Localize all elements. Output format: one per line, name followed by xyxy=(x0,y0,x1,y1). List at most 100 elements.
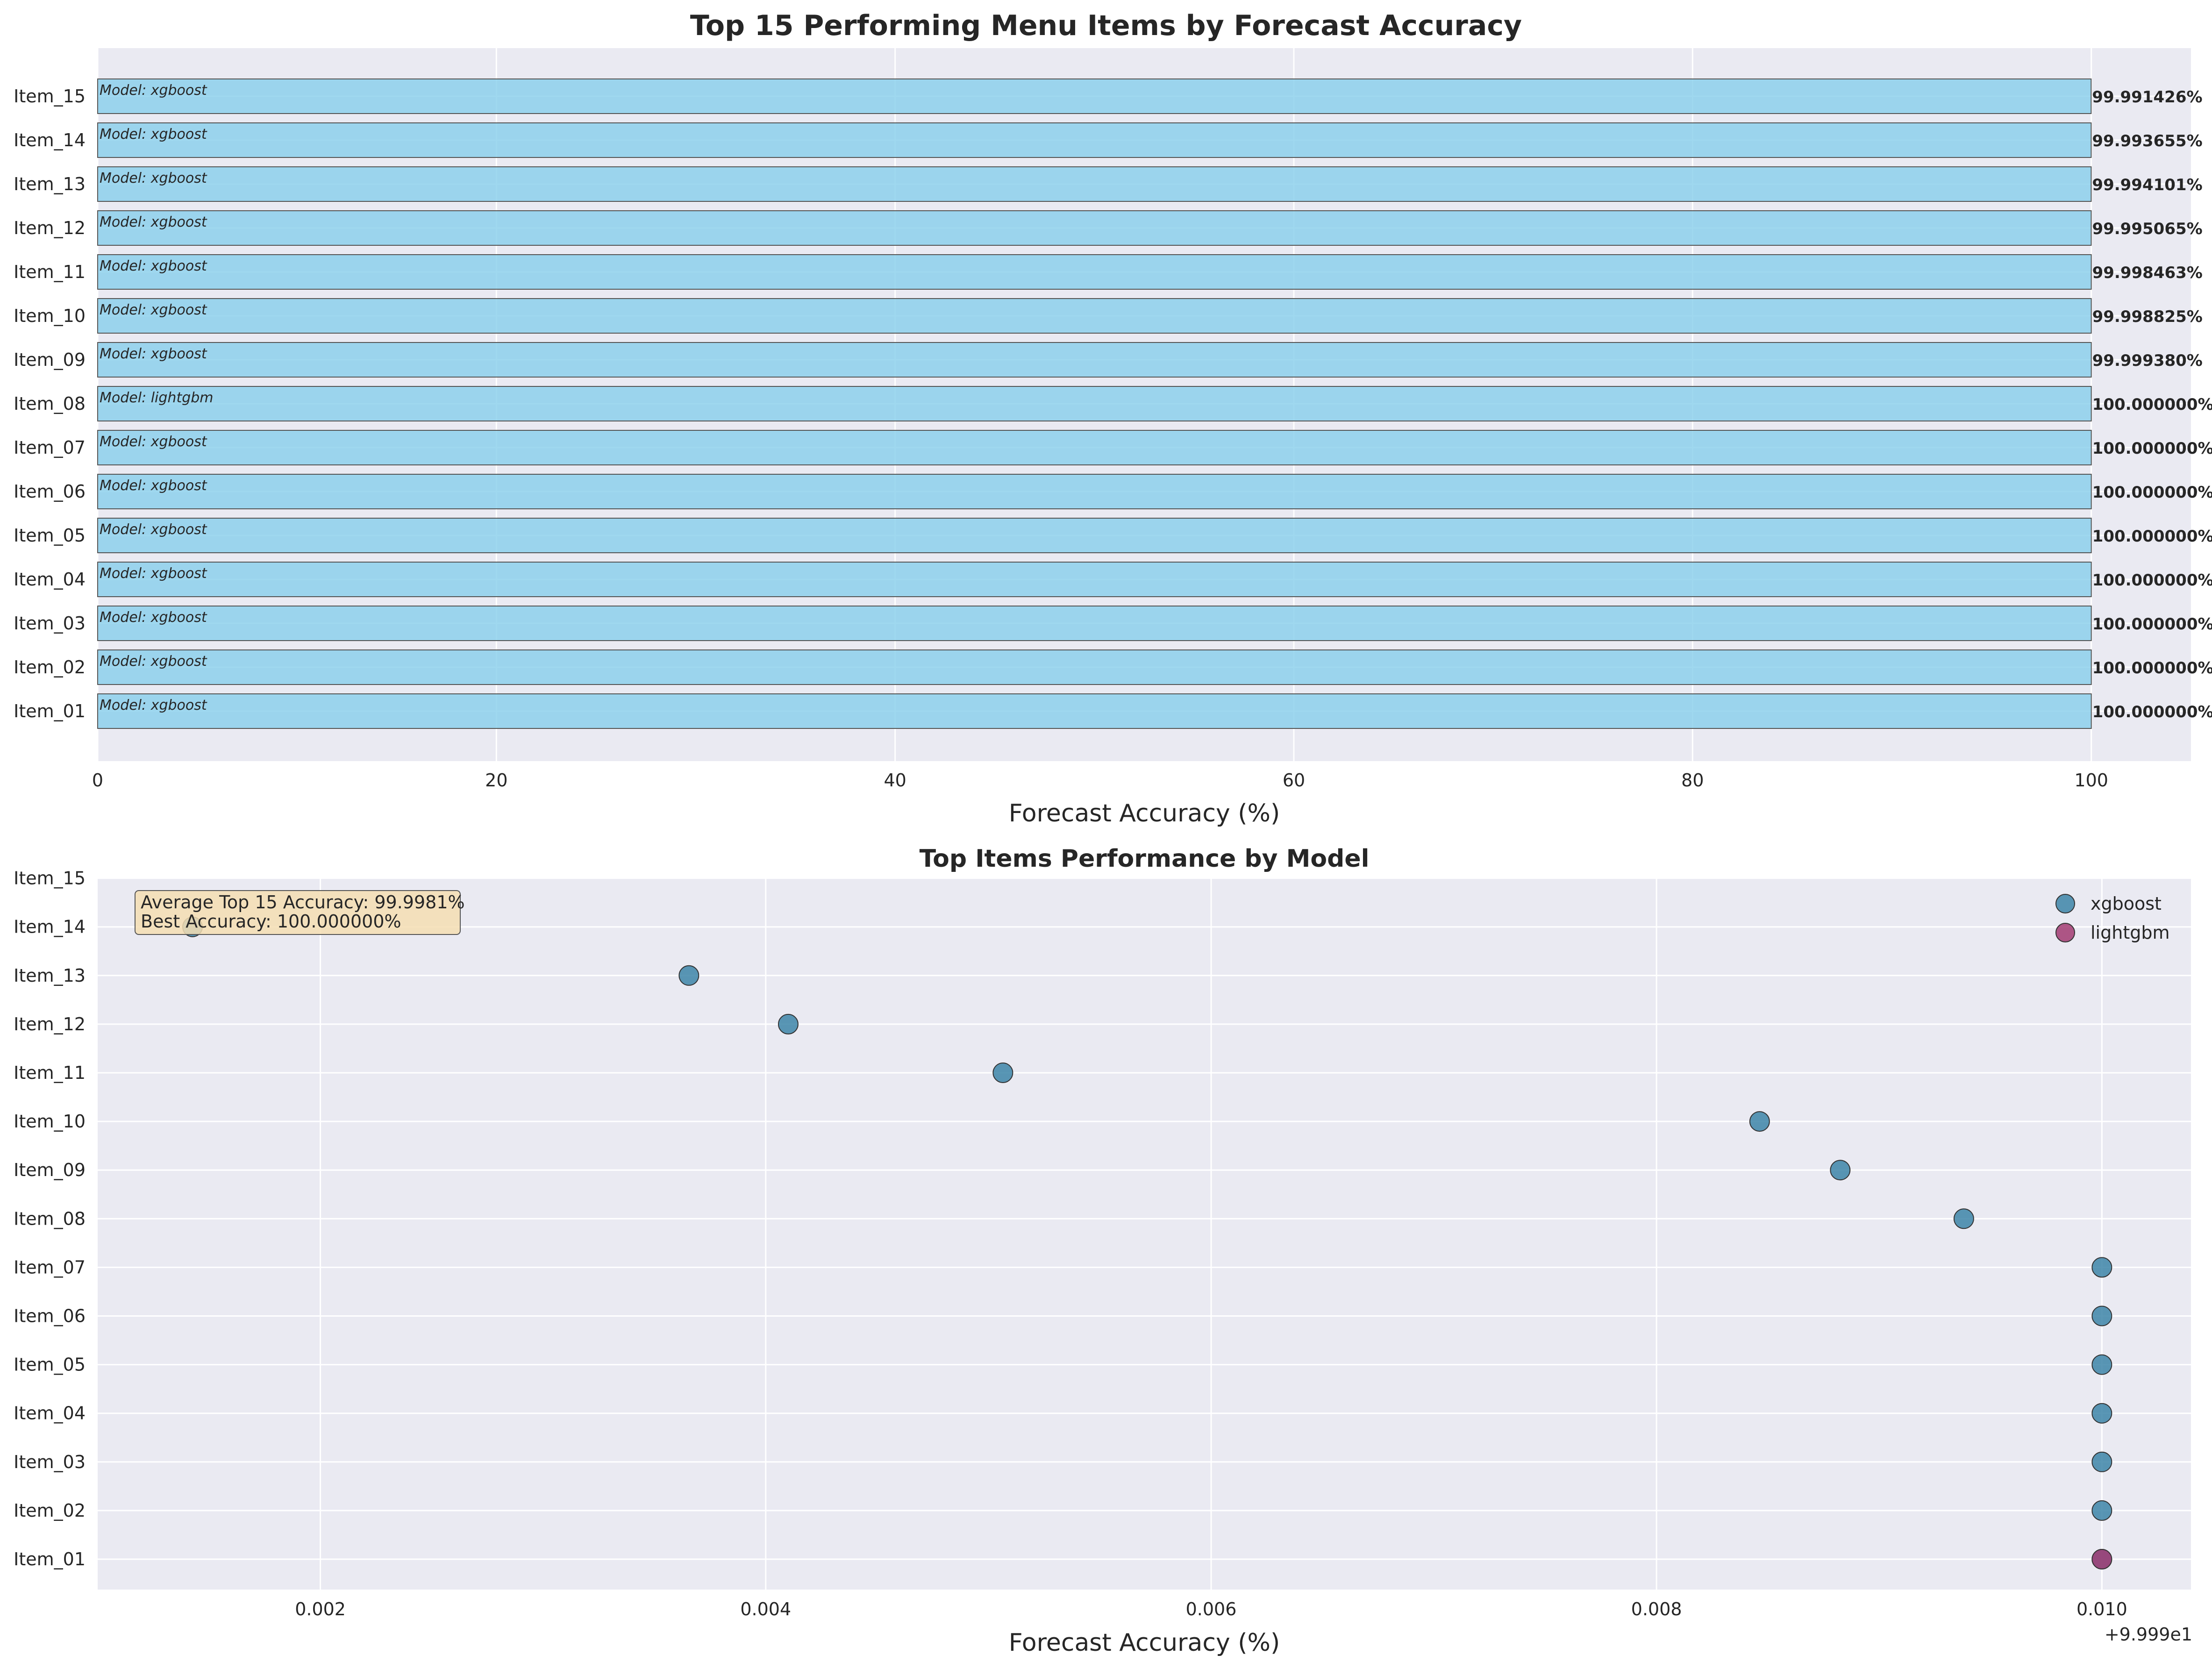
bottom-scatter-chart: Top Items Performance by Model Item_01It… xyxy=(14,845,2192,1657)
bottom-x-tick-labels: 0.002 0.004 0.006 0.008 0.010 xyxy=(295,1599,2127,1619)
top-y-tick-label: Item_11 xyxy=(14,262,86,282)
bottom-y-tick-label: Item_15 xyxy=(14,868,86,889)
top-y-tick-label: Item_05 xyxy=(14,525,86,546)
top-x-tick-label: 100 xyxy=(2074,770,2108,791)
top-x-axis-label: Forecast Accuracy (%) xyxy=(1009,799,1280,827)
top-bars: Model: xgboost 100.000000% Model: xgboost 1… xyxy=(97,78,2212,729)
scatter-point-xgboost xyxy=(1749,1111,1770,1132)
top-x-tick-label: 40 xyxy=(884,770,906,791)
bottom-y-tick-label: Item_14 xyxy=(14,917,86,937)
top-x-tick-label: 0 xyxy=(92,770,103,791)
bar xyxy=(97,166,2092,202)
bar-model-label: Model: xgboost xyxy=(100,302,207,318)
legend-label-lightgbm: lightgbm xyxy=(2091,922,2169,943)
bottom-y-tick-label: Item_12 xyxy=(14,1014,86,1034)
bar-model-label: Model: xgboost xyxy=(100,170,207,186)
bottom-y-tick-labels: Item_01 Item_02 Item_03 Item_04 Item_05 Item_… xyxy=(14,868,86,1569)
bar-model-label: Model: xgboost xyxy=(100,609,207,626)
bar-model-label: Model: xgboost xyxy=(100,521,207,538)
annotation-line-best: Best Accuracy: 100.000000% xyxy=(141,911,401,932)
bar-value-label: 100.000000% xyxy=(2092,483,2212,502)
bottom-y-tick-label: Item_07 xyxy=(14,1257,86,1277)
bar-value-label: 99.991426% xyxy=(2092,88,2202,107)
bar-value-label: 100.000000% xyxy=(2092,659,2212,678)
bar-model-label: Model: xgboost xyxy=(100,478,207,494)
scatter-point-xgboost xyxy=(1953,1208,1974,1229)
bar xyxy=(97,606,2092,641)
bottom-y-tick-label: Item_05 xyxy=(14,1355,86,1375)
top-y-tick-label: Item_12 xyxy=(14,218,86,238)
bar xyxy=(97,693,2092,729)
bar xyxy=(97,649,2092,685)
bar-value-label: 100.000000% xyxy=(2092,571,2212,590)
bar-value-label: 99.998825% xyxy=(2092,307,2203,326)
bar-model-label: Model: xgboost xyxy=(100,565,207,582)
top-chart-title: Top 15 Performing Menu Items by Forecast… xyxy=(690,9,1522,42)
bottom-y-tick-label: Item_04 xyxy=(14,1403,86,1424)
top-x-tick-label: 80 xyxy=(1681,770,1704,791)
top-y-tick-label: Item_15 xyxy=(14,86,86,107)
bar-model-label: Model: xgboost xyxy=(100,126,207,143)
top-y-tick-labels: Item_01 Item_02 Item_03 Item_04 Item_05 Item_… xyxy=(14,86,86,721)
bottom-y-tick-label: Item_08 xyxy=(14,1208,86,1229)
bar-model-label: Model: xgboost xyxy=(100,434,207,450)
scatter-point-xgboost xyxy=(678,965,699,986)
bottom-x-tick-label: 0.002 xyxy=(295,1599,346,1619)
bar xyxy=(97,298,2092,334)
bottom-y-tick-label: Item_02 xyxy=(14,1500,86,1521)
bar-value-label: 99.993655% xyxy=(2092,132,2202,150)
scatter-point-xgboost xyxy=(2091,1354,2112,1375)
bottom-y-tick-label: Item_10 xyxy=(14,1111,86,1132)
scatter-point-xgboost xyxy=(1830,1160,1851,1181)
top-x-tick-label: 60 xyxy=(1283,770,1305,791)
bottom-y-tick-label: Item_01 xyxy=(14,1549,86,1569)
x-offset-label: +9.999e1 xyxy=(2105,1624,2192,1645)
bottom-y-tick-label: Item_11 xyxy=(14,1063,86,1083)
bottom-y-tick-label: Item_13 xyxy=(14,965,86,986)
annotation-box: Average Top 15 Accuracy: 99.9981% Best A… xyxy=(135,890,465,935)
top-bar-chart: Top 15 Performing Menu Items by Forecast… xyxy=(14,9,2212,827)
top-x-tick-labels: 0 20 40 60 80 100 xyxy=(92,770,2108,791)
top-y-tick-label: Item_06 xyxy=(14,481,86,502)
bar-value-label: 99.994101% xyxy=(2092,176,2202,194)
bar xyxy=(97,386,2092,421)
scatter-point-xgboost xyxy=(778,1013,799,1034)
bar-model-label: Model: xgboost xyxy=(100,697,207,713)
top-x-tick-label: 20 xyxy=(485,770,507,791)
bottom-chart-title: Top Items Performance by Model xyxy=(920,845,1370,873)
annotation-background xyxy=(135,890,461,935)
legend-label-xgboost: xgboost xyxy=(2091,893,2162,914)
bottom-x-tick-label: 0.006 xyxy=(1186,1599,1237,1619)
bottom-x-tick-label: 0.010 xyxy=(2076,1599,2127,1619)
scatter-point-xgboost xyxy=(992,1063,1013,1083)
scatter-point-xgboost xyxy=(2091,1305,2112,1327)
top-y-tick-label: Item_08 xyxy=(14,393,86,414)
bar-value-label: 99.995065% xyxy=(2092,220,2202,238)
top-y-tick-label: Item_14 xyxy=(14,130,86,150)
top-y-tick-label: Item_04 xyxy=(14,569,86,590)
bottom-x-tick-label: 0.008 xyxy=(1631,1599,1682,1619)
bar xyxy=(97,342,2092,378)
top-y-tick-label: Item_10 xyxy=(14,306,86,326)
scatter-point-xgboost xyxy=(2091,1403,2112,1424)
bar-model-label: Model: xgboost xyxy=(100,82,207,99)
annotation-line-average: Average Top 15 Accuracy: 99.9981% xyxy=(141,892,465,913)
bottom-plot-area xyxy=(98,879,2191,1590)
bar-model-label: Model: xgboost xyxy=(100,258,207,274)
legend-marker-xgboost xyxy=(2055,894,2075,913)
bar-value-label: 100.000000% xyxy=(2092,615,2212,634)
bar xyxy=(97,78,2092,114)
scatter-point-xgboost xyxy=(2091,1451,2112,1472)
bar xyxy=(97,122,2092,158)
bar xyxy=(97,430,2092,465)
scatter-point-lightgbm xyxy=(2091,1549,2112,1569)
bar-model-label: Model: xgboost xyxy=(100,346,207,362)
top-y-tick-label: Item_01 xyxy=(14,701,86,721)
top-y-tick-label: Item_09 xyxy=(14,349,86,370)
bar-value-label: 100.000000% xyxy=(2092,527,2212,546)
bottom-y-tick-label: Item_03 xyxy=(14,1452,86,1472)
bar xyxy=(97,210,2092,246)
bar-model-label: Model: xgboost xyxy=(100,653,207,670)
bar-value-label: 99.998463% xyxy=(2092,264,2203,282)
